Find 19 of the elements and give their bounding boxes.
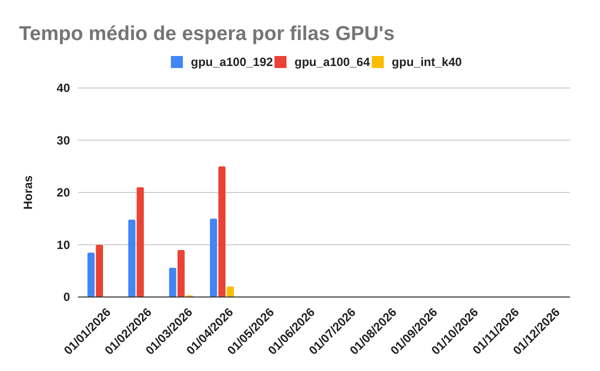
legend-label: gpu_a100_64	[294, 55, 370, 69]
legend-label: gpu_int_k40	[392, 55, 462, 69]
bar	[96, 244, 104, 297]
bar	[218, 166, 226, 297]
y-axis-title: Horas	[21, 175, 35, 210]
bar	[128, 220, 136, 297]
legend-label: gpu_a100_192	[190, 55, 274, 69]
y-tick-label: 20	[56, 186, 70, 200]
y-tick-label: 40	[56, 81, 70, 96]
y-tick-label: 30	[56, 133, 70, 148]
bar	[210, 218, 218, 297]
bar	[136, 187, 144, 297]
bar	[178, 250, 185, 297]
bar	[226, 286, 234, 297]
y-tick-label: 0	[63, 290, 70, 304]
chart-title: Tempo médio de espera por filas GPU's	[19, 23, 395, 45]
bar	[169, 268, 176, 297]
bar	[87, 252, 95, 297]
y-tick-label: 10	[56, 238, 70, 252]
